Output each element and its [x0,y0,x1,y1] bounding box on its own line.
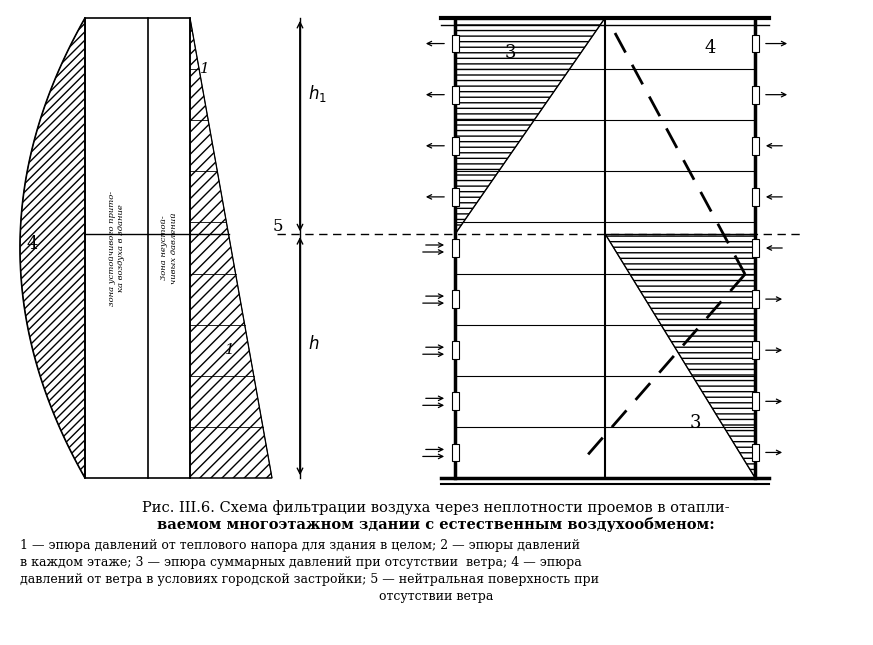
Bar [451,137,458,155]
Text: Зона неустой-
чивых давлений: Зона неустой- чивых давлений [161,212,177,284]
Polygon shape [455,18,605,234]
Bar [451,86,458,104]
Bar [752,35,759,52]
Text: в каждом этаже; 3 — эпюра суммарных давлений при отсутствии  ветра; 4 — эпюра: в каждом этаже; 3 — эпюра суммарных давл… [20,556,581,569]
Text: 4: 4 [26,235,38,253]
Bar [752,188,759,206]
Bar [451,290,458,308]
Polygon shape [190,18,272,478]
Bar [752,239,759,257]
Text: давлений от ветра в условиях городской застройки; 5 — нейтральная поверхность пр: давлений от ветра в условиях городской з… [20,573,599,586]
Bar [752,86,759,104]
Text: 3: 3 [505,44,516,62]
Text: ваемом многоэтажном здании с естественным воздухообменом:: ваемом многоэтажном здании с естественны… [157,517,715,532]
Text: отсутствии ветра: отсутствии ветра [379,590,493,603]
Text: $h$: $h$ [308,335,320,353]
Text: 1 — эпюра давлений от теплового напора для здания в целом; 2 — эпюры давлений: 1 — эпюра давлений от теплового напора д… [20,539,580,552]
Bar [451,188,458,206]
Polygon shape [20,18,85,478]
Text: 5: 5 [272,218,283,235]
Bar [451,239,458,257]
Text: $h_1$: $h_1$ [308,83,327,104]
Bar [752,444,759,461]
Bar [451,35,458,52]
Bar [451,341,458,359]
Bar [451,444,458,461]
Polygon shape [605,234,755,478]
Bar [752,392,759,410]
Bar [752,341,759,359]
Text: зона устойчивого прито-
ка воздуха в здание: зона устойчивого прито- ка воздуха в зда… [108,190,125,306]
Bar [451,392,458,410]
Bar [752,137,759,155]
Text: 3: 3 [690,414,701,432]
Bar [752,290,759,308]
Text: 1: 1 [200,62,210,76]
Text: 4: 4 [705,39,716,57]
Text: Рис. III.6. Схема фильтрации воздуха через неплотности проемов в отапли-: Рис. III.6. Схема фильтрации воздуха чер… [142,500,730,515]
Text: 1: 1 [225,343,235,357]
